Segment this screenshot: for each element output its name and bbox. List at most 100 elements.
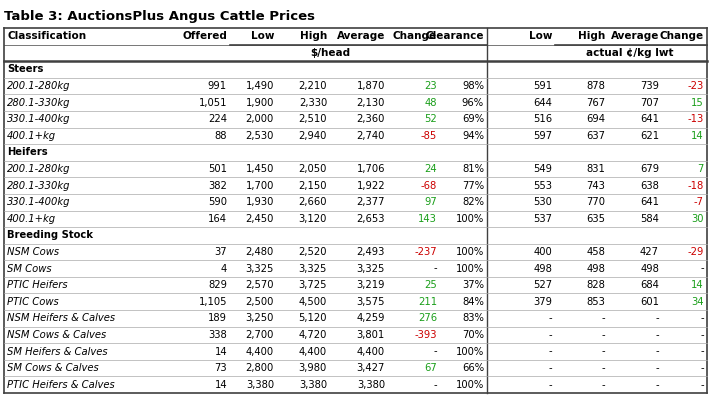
Text: 100%: 100% <box>456 347 484 357</box>
Text: 280.1-330kg: 280.1-330kg <box>7 98 70 108</box>
Text: 23: 23 <box>424 81 437 91</box>
Text: 498: 498 <box>533 264 552 274</box>
Text: 549: 549 <box>533 164 552 174</box>
Text: -: - <box>656 380 659 390</box>
Text: -85: -85 <box>421 131 437 141</box>
Text: High: High <box>578 31 605 41</box>
Text: 739: 739 <box>640 81 659 91</box>
Text: Breeding Stock: Breeding Stock <box>7 230 93 241</box>
Text: -13: -13 <box>688 114 704 124</box>
Text: 2,493: 2,493 <box>357 247 385 257</box>
Text: 2,520: 2,520 <box>299 247 327 257</box>
Text: 400.1+kg: 400.1+kg <box>7 131 56 141</box>
Text: 48: 48 <box>424 98 437 108</box>
Text: -: - <box>656 347 659 357</box>
Text: 590: 590 <box>208 197 227 207</box>
Text: 70%: 70% <box>462 330 484 340</box>
Text: -: - <box>602 363 605 373</box>
Text: 2,700: 2,700 <box>245 330 274 340</box>
Text: 601: 601 <box>640 297 659 307</box>
Text: 829: 829 <box>208 280 227 290</box>
Text: 330.1-400kg: 330.1-400kg <box>7 114 70 124</box>
Text: 498: 498 <box>586 264 605 274</box>
Text: 767: 767 <box>586 98 605 108</box>
Text: -: - <box>434 380 437 390</box>
Text: -: - <box>548 330 552 340</box>
Text: 3,219: 3,219 <box>356 280 385 290</box>
Text: 2,800: 2,800 <box>246 363 274 373</box>
Text: 4,500: 4,500 <box>299 297 327 307</box>
Text: -: - <box>700 380 704 390</box>
Text: 164: 164 <box>208 214 227 224</box>
Text: 3,980: 3,980 <box>299 363 327 373</box>
Text: 4,720: 4,720 <box>299 330 327 340</box>
Text: -7: -7 <box>694 197 704 207</box>
Text: 15: 15 <box>691 98 704 108</box>
Text: NSM Cows: NSM Cows <box>7 247 59 257</box>
Text: 2,480: 2,480 <box>246 247 274 257</box>
Text: 2,000: 2,000 <box>246 114 274 124</box>
Text: 1,700: 1,700 <box>245 181 274 191</box>
Text: 100%: 100% <box>456 247 484 257</box>
Text: 400: 400 <box>533 247 552 257</box>
Text: -: - <box>548 347 552 357</box>
Text: 224: 224 <box>208 114 227 124</box>
Text: 37%: 37% <box>462 280 484 290</box>
Text: NSM Heifers & Calves: NSM Heifers & Calves <box>7 313 115 323</box>
Text: 81%: 81% <box>462 164 484 174</box>
Text: 427: 427 <box>640 247 659 257</box>
Text: 2,130: 2,130 <box>357 98 385 108</box>
Text: 3,380: 3,380 <box>299 380 327 390</box>
Text: 5,120: 5,120 <box>299 313 327 323</box>
Text: High: High <box>300 31 327 41</box>
Text: 684: 684 <box>640 280 659 290</box>
Text: 100%: 100% <box>456 264 484 274</box>
Text: -: - <box>434 347 437 357</box>
Text: 641: 641 <box>640 114 659 124</box>
Text: Steers: Steers <box>7 64 43 75</box>
Text: 25: 25 <box>424 280 437 290</box>
Text: 14: 14 <box>215 380 227 390</box>
Text: 878: 878 <box>586 81 605 91</box>
Text: 498: 498 <box>640 264 659 274</box>
Text: 94%: 94% <box>462 131 484 141</box>
Text: 2,510: 2,510 <box>299 114 327 124</box>
Text: 276: 276 <box>418 313 437 323</box>
Text: 3,725: 3,725 <box>299 280 327 290</box>
Text: 2,150: 2,150 <box>299 181 327 191</box>
Text: 553: 553 <box>533 181 552 191</box>
Text: 3,325: 3,325 <box>245 264 274 274</box>
Text: Clearance: Clearance <box>425 31 484 41</box>
Text: 641: 641 <box>640 197 659 207</box>
Text: 100%: 100% <box>456 214 484 224</box>
Text: 644: 644 <box>533 98 552 108</box>
Text: 69%: 69% <box>462 114 484 124</box>
Text: -: - <box>434 264 437 274</box>
Text: 1,051: 1,051 <box>198 98 227 108</box>
Text: 1,922: 1,922 <box>356 181 385 191</box>
Text: 14: 14 <box>215 347 227 357</box>
Text: -: - <box>602 330 605 340</box>
Text: 24: 24 <box>424 164 437 174</box>
Text: Change: Change <box>660 31 704 41</box>
Text: 2,570: 2,570 <box>245 280 274 290</box>
Text: 2,210: 2,210 <box>299 81 327 91</box>
Text: 853: 853 <box>586 297 605 307</box>
Text: -: - <box>602 380 605 390</box>
Text: 52: 52 <box>424 114 437 124</box>
Text: 280.1-330kg: 280.1-330kg <box>7 181 70 191</box>
Text: 537: 537 <box>533 214 552 224</box>
Text: 1,706: 1,706 <box>356 164 385 174</box>
Text: 143: 143 <box>418 214 437 224</box>
Text: 743: 743 <box>586 181 605 191</box>
Text: PTIC Heifers: PTIC Heifers <box>7 280 68 290</box>
Text: -: - <box>548 380 552 390</box>
Text: 458: 458 <box>586 247 605 257</box>
Text: -: - <box>700 363 704 373</box>
Text: -: - <box>548 313 552 323</box>
Text: -68: -68 <box>421 181 437 191</box>
Text: 1,105: 1,105 <box>198 297 227 307</box>
Text: Classification: Classification <box>7 31 86 41</box>
Text: -: - <box>700 313 704 323</box>
Text: 530: 530 <box>533 197 552 207</box>
